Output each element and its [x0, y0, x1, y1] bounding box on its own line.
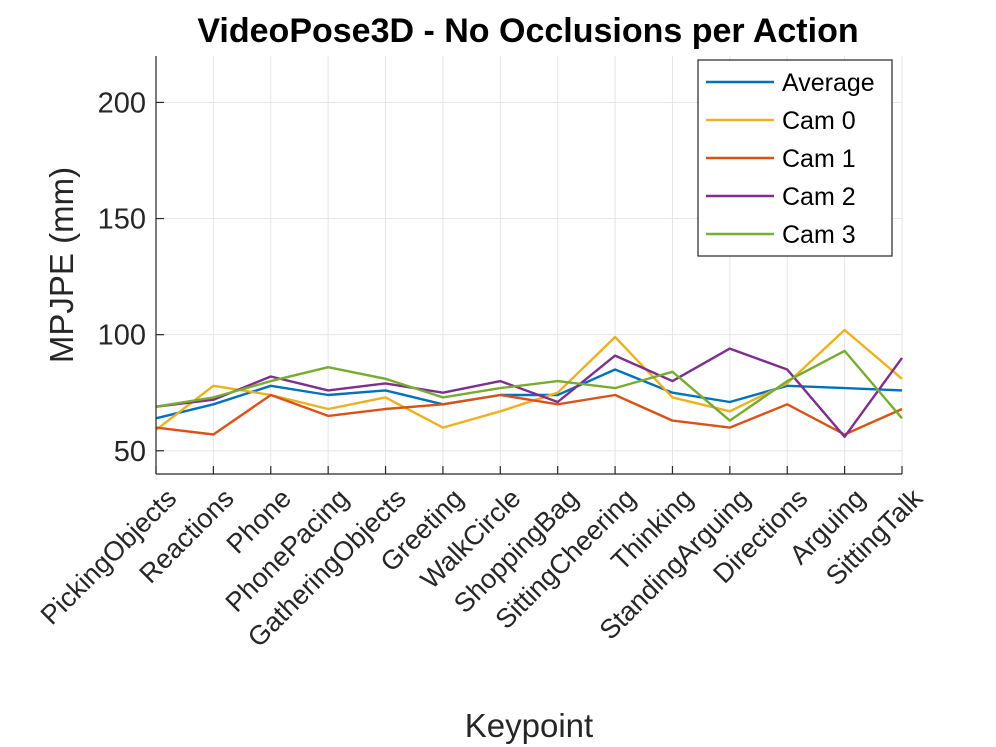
legend-label: Average	[782, 69, 875, 97]
y-axis-label: MPJPE (mm)	[43, 167, 80, 363]
legend-label: Cam 0	[782, 107, 856, 135]
y-tick-label: 150	[98, 204, 146, 236]
legend-label: Cam 1	[782, 145, 856, 173]
grid	[155, 56, 903, 474]
axes	[155, 56, 903, 475]
legend-label: Cam 3	[782, 221, 856, 249]
series-lines	[155, 328, 903, 438]
y-tick-label: 50	[114, 436, 146, 468]
legend-label: Cam 2	[782, 183, 856, 211]
y-tick-label: 100	[98, 320, 146, 352]
legend: Average Cam 0 Cam 1 Cam 2 Cam 3	[697, 59, 893, 257]
x-axis-label: Keypoint	[465, 707, 593, 744]
chart-title: VideoPose3D - No Occlusions per Action	[197, 12, 858, 50]
y-tick-label: 200	[98, 87, 146, 119]
series-line-cam-3	[155, 349, 903, 422]
series-line-cam-1	[155, 393, 903, 436]
